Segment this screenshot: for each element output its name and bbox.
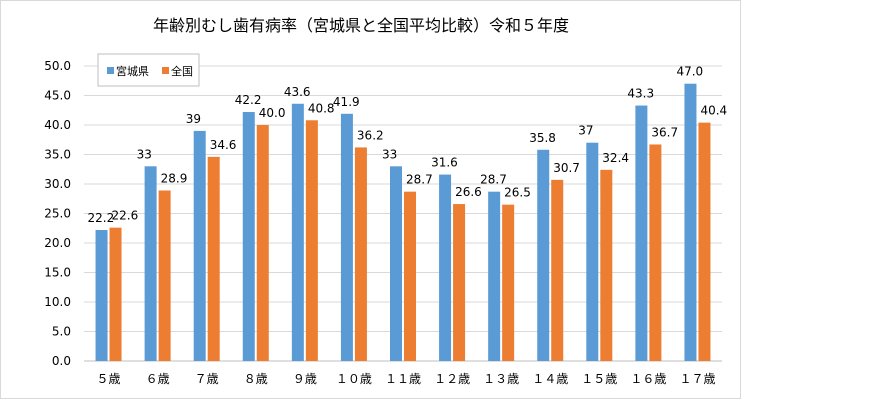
x-tick-label: １４歳 [532, 372, 568, 386]
data-label: 43.3 [627, 87, 654, 101]
data-label: 43.6 [284, 85, 311, 99]
data-label: 26.5 [504, 186, 531, 200]
data-label: 41.9 [333, 95, 360, 109]
bar-miyagi [586, 142, 599, 361]
chart-area: 年齢別むし歯有病率（宮城県と全国平均比較）令和５年度 0.0 5.0 10.0 15.… [0, 0, 741, 399]
x-tick-label: ５歳 [97, 372, 121, 386]
legend-label-miyagi: 宮城県 [116, 64, 149, 78]
y-axis-ticks: 0.0 5.0 10.0 15.0 20.0 25.0 30.0 35.0 40.0 45.0 50… [44, 59, 71, 368]
y-tick-label: 5.0 [52, 325, 71, 339]
data-label: 42.2 [235, 93, 262, 107]
bar-miyagi [537, 149, 550, 361]
bar-national [404, 191, 416, 361]
y-tick-label: 15.0 [44, 266, 71, 280]
data-label: 34.6 [210, 138, 237, 152]
data-labels: 22.222.6 33 28.9 39 34.6 42.240.0 43.6 40.841.9… [88, 65, 728, 225]
y-tick-label: 10.0 [44, 295, 71, 309]
data-label: 47.0 [676, 65, 703, 79]
bar-miyagi [390, 166, 402, 361]
chart-title: 年齢別むし歯有病率（宮城県と全国平均比較）令和５年度 [153, 16, 569, 35]
data-label: 39 [186, 112, 201, 126]
bar-national [551, 179, 564, 361]
bar-national [207, 156, 220, 361]
data-label: 36.7 [651, 125, 678, 139]
bar-national [502, 204, 515, 361]
gridlines [84, 65, 722, 362]
bar-miyagi [684, 83, 697, 361]
data-label: 28.7 [480, 173, 507, 187]
x-tick-label: １３歳 [483, 372, 519, 386]
bar-miyagi [95, 230, 108, 361]
legend-label-national: 全国 [171, 64, 193, 78]
data-label: 22.6 [112, 209, 139, 223]
bar-national [305, 120, 318, 361]
bar-miyagi [340, 113, 353, 361]
y-tick-label: 30.0 [44, 177, 71, 191]
data-label: 36.2 [357, 128, 384, 142]
data-label: 31.6 [431, 156, 458, 170]
x-axis-ticks: ５歳 ６歳 ７歳 ８歳 ９歳 １０歳 １１歳 １２歳 １３歳 １４歳 １５歳 １６歳 １７歳 [97, 372, 716, 386]
bar-miyagi [193, 130, 206, 361]
y-tick-label: 25.0 [44, 207, 71, 221]
data-label: 33 [382, 147, 397, 161]
data-label: 33 [137, 147, 152, 161]
data-label: 40.4 [700, 104, 727, 118]
x-tick-label: １６歳 [630, 372, 666, 386]
bar-miyagi [488, 191, 501, 361]
bars [95, 83, 711, 362]
bar-national [256, 125, 269, 361]
data-label: 37 [578, 124, 593, 138]
bar-miyagi [635, 105, 648, 361]
data-label: 28.7 [406, 173, 433, 187]
bar-miyagi [242, 112, 255, 362]
y-tick-label: 20.0 [44, 236, 71, 250]
data-label: 40.0 [259, 106, 286, 120]
data-label: 26.6 [455, 185, 482, 199]
x-tick-label: ９歳 [293, 372, 317, 386]
x-tick-label: ８歳 [244, 372, 268, 386]
x-tick-label: １２歳 [434, 372, 470, 386]
bar-miyagi [291, 103, 304, 361]
bar-miyagi [439, 174, 452, 361]
x-tick-label: ６歳 [146, 372, 170, 386]
legend-swatch-national [162, 67, 169, 74]
legend: 宮城県 全国 [97, 53, 200, 87]
x-tick-label: １７歳 [679, 372, 715, 386]
legend-swatch-miyagi [107, 67, 114, 74]
bar-national [453, 204, 466, 361]
bar-national [109, 227, 122, 361]
y-tick-label: 0.0 [52, 354, 71, 368]
data-label: 28.9 [161, 171, 188, 185]
x-tick-label: １１歳 [385, 372, 421, 386]
data-label: 40.8 [308, 101, 335, 115]
x-tick-label: １０歳 [336, 372, 372, 386]
bar-national [354, 147, 367, 361]
x-tick-label: １５歳 [581, 372, 617, 386]
data-label: 32.4 [602, 151, 629, 165]
data-label: 30.7 [553, 161, 580, 175]
bar-national [158, 190, 171, 361]
bar-national [600, 169, 613, 361]
bar-chart: 年齢別むし歯有病率（宮城県と全国平均比較）令和５年度 0.0 5.0 10.0 15.… [44, 16, 728, 386]
bar-miyagi [144, 166, 157, 361]
y-tick-label: 35.0 [44, 148, 71, 162]
x-tick-label: ７歳 [195, 372, 219, 386]
bar-national [698, 122, 711, 361]
data-label: 22.2 [88, 211, 115, 225]
data-label: 35.8 [529, 131, 556, 145]
y-tick-label: 50.0 [44, 59, 71, 73]
y-tick-label: 45.0 [44, 89, 71, 103]
y-tick-label: 40.0 [44, 118, 71, 132]
legend-box [97, 53, 200, 87]
bar-national [649, 144, 662, 361]
